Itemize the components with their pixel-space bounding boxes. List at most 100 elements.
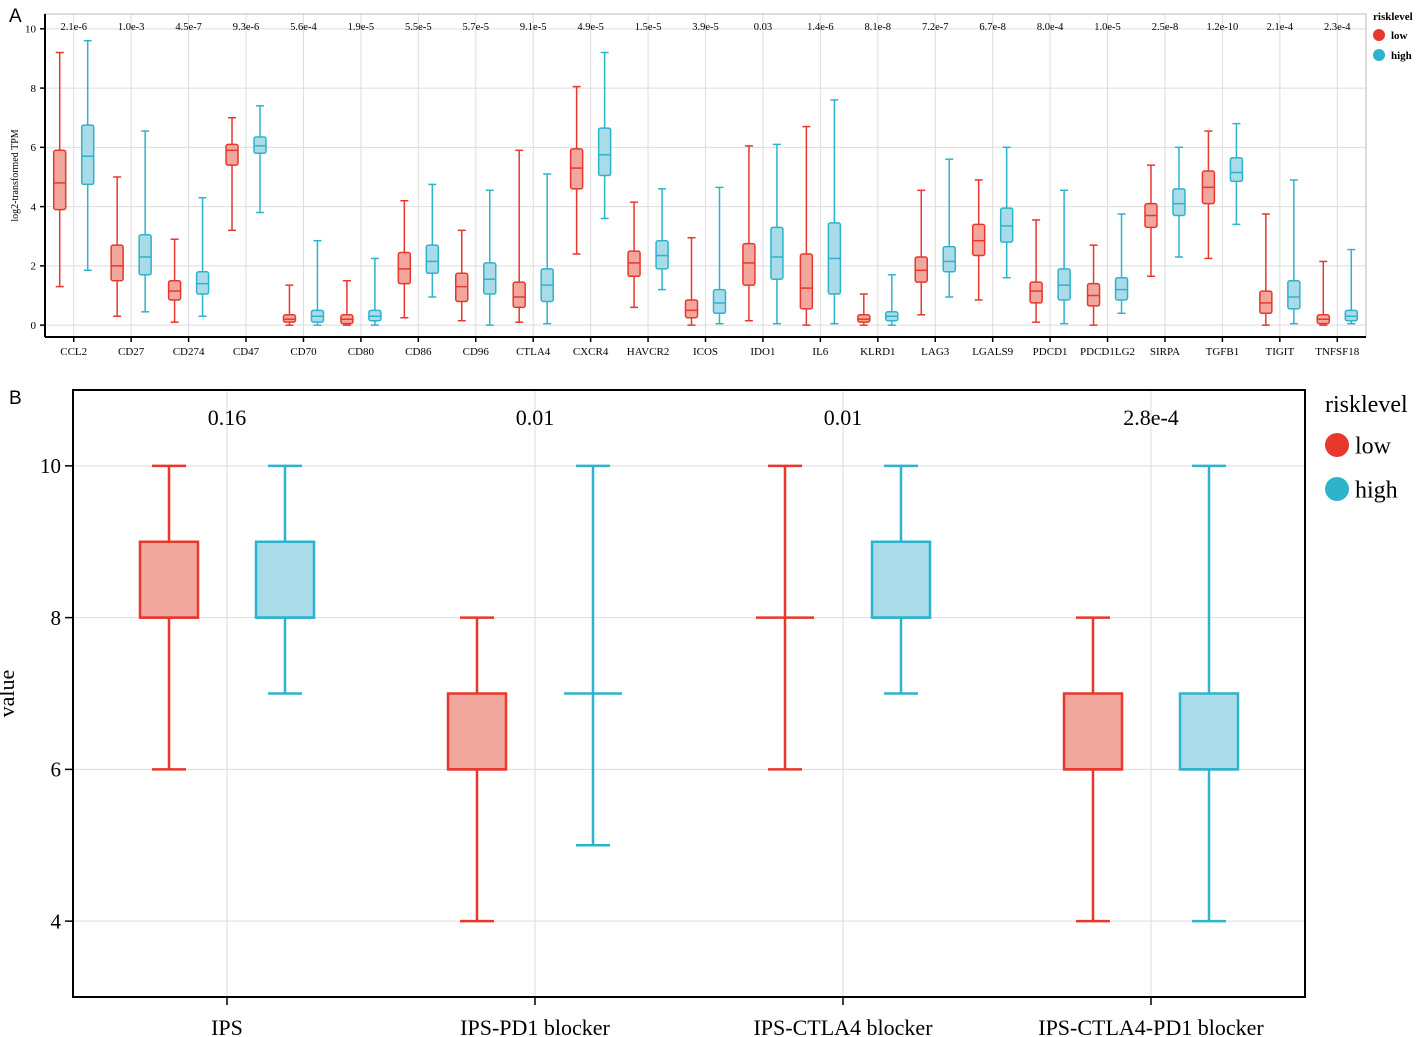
legend-label-high: high <box>1355 477 1398 503</box>
p-value-label: 7.2e-7 <box>922 22 949 33</box>
low-box-CD80 <box>340 279 354 326</box>
p-value-label: 1.9e-5 <box>348 22 375 33</box>
legend-label-high: high <box>1391 50 1412 62</box>
high-box-SIRPA <box>1172 146 1186 258</box>
low-box-CD86 <box>397 199 412 319</box>
p-value-label: 5.7e-5 <box>462 22 489 33</box>
box <box>870 540 932 619</box>
high-box-TGFB1 <box>1229 122 1244 226</box>
box <box>512 281 526 309</box>
low-box-CXCR4 <box>569 85 584 255</box>
high-box-CD96 <box>483 189 497 326</box>
high-box-TIGIT <box>1287 179 1301 325</box>
p-value-label: 9.3e-6 <box>233 22 260 33</box>
high-box-CCL2 <box>80 39 95 272</box>
legend: risklevel low high <box>1373 11 1413 62</box>
x-tick-label: SIRPA <box>1150 346 1180 358</box>
low-box-IPS <box>138 464 200 771</box>
high-box-CD80 <box>368 257 382 326</box>
legend-swatch-high <box>1325 477 1349 501</box>
low-box-IPS-PD1 blocker <box>446 616 508 923</box>
p-value-label: 2.8e-4 <box>1123 405 1179 430</box>
y-tick-label: 6 <box>51 758 62 782</box>
y-tick-label: 4 <box>31 201 37 213</box>
box <box>110 244 124 282</box>
y-tick-label: 10 <box>25 24 37 36</box>
low-box-SIRPA <box>1144 164 1158 278</box>
x-tick-label: TNFSF18 <box>1315 346 1360 358</box>
p-value-label: 4.9e-5 <box>577 22 604 33</box>
box <box>742 242 756 286</box>
box <box>225 143 239 166</box>
x-tick-label: TIGIT <box>1265 346 1294 358</box>
high-box-TNFSF18 <box>1344 248 1359 325</box>
p-value-label: 2.5e-8 <box>1152 22 1179 33</box>
p-value-label: 0.16 <box>208 405 247 430</box>
box <box>52 149 67 211</box>
panel-a-label: A <box>9 6 22 27</box>
low-box-TIGIT <box>1259 213 1273 326</box>
x-tick-label: CD47 <box>233 346 260 358</box>
high-box-CD27 <box>138 130 152 313</box>
low-box-CTLA4 <box>512 149 526 323</box>
legend-label-low: low <box>1355 433 1392 459</box>
p-value-label: 2.1e-6 <box>60 22 87 33</box>
p-value-label: 8.1e-8 <box>865 22 892 33</box>
box <box>446 692 508 771</box>
y-tick-label: 8 <box>51 606 62 630</box>
x-tick-label: LAG3 <box>921 346 950 358</box>
high-box-PDCD1 <box>1057 189 1071 325</box>
high-box-CD274 <box>195 196 210 318</box>
y-tick-label: 4 <box>51 909 62 933</box>
x-tick-label: IPS <box>211 1015 243 1037</box>
high-box-CTLA4 <box>540 173 554 325</box>
p-value-label: 4.5e-7 <box>175 22 202 33</box>
box <box>684 299 699 319</box>
low-box-CD70 <box>282 284 297 326</box>
box <box>1287 279 1301 310</box>
p-value-label: 1.0e-3 <box>118 22 145 33</box>
box <box>1229 156 1244 183</box>
x-tick-label: CXCR4 <box>573 346 609 358</box>
y-tick-label: 10 <box>40 454 61 478</box>
legend-swatch-high <box>1373 49 1385 61</box>
y-axis-label: log2-transformed TPM <box>10 129 21 221</box>
high-box-HAVCR2 <box>655 188 669 291</box>
x-tick-label: IDO1 <box>750 346 775 358</box>
x-tick-label: PDCD1LG2 <box>1080 346 1135 358</box>
box <box>425 244 440 275</box>
low-box-CD27 <box>110 176 124 318</box>
x-tick-label: IPS-CTLA4-PD1 blocker <box>1038 1015 1264 1037</box>
box <box>770 226 784 280</box>
x-tick-label: CD70 <box>290 346 317 358</box>
high-box-LGALS9 <box>999 146 1014 279</box>
low-box-CCL2 <box>52 51 67 288</box>
x-tick-label: TGFB1 <box>1206 346 1240 358</box>
box <box>138 234 152 276</box>
low-box-IPS-CTLA4 blocker <box>756 464 814 771</box>
p-value-label: 5.5e-5 <box>405 22 432 33</box>
high-box-KLRD1 <box>885 274 899 326</box>
p-value-label: 5.6e-4 <box>290 22 317 33</box>
box <box>712 288 727 315</box>
x-tick-label: CD96 <box>463 346 490 358</box>
x-tick-label: CD27 <box>118 346 145 358</box>
high-box-IPS <box>254 464 316 695</box>
box <box>1178 692 1240 771</box>
y-axis-label: value <box>0 670 19 718</box>
y-tick-label: 8 <box>31 83 37 95</box>
box <box>799 253 814 310</box>
y-tick-label: 0 <box>31 320 37 332</box>
high-box-CXCR4 <box>597 51 612 220</box>
x-tick-label: PDCD1 <box>1033 346 1068 358</box>
box <box>1062 692 1124 771</box>
box <box>1029 281 1043 304</box>
legend-swatch-low <box>1325 433 1349 457</box>
panel-b-label: B <box>9 388 22 409</box>
low-box-IDO1 <box>742 145 756 322</box>
high-box-ICOS <box>712 186 727 325</box>
p-value-label: 1.0e-5 <box>1094 22 1121 33</box>
high-box-PDCD1LG2 <box>1114 213 1129 315</box>
high-box-IDO1 <box>770 143 784 325</box>
